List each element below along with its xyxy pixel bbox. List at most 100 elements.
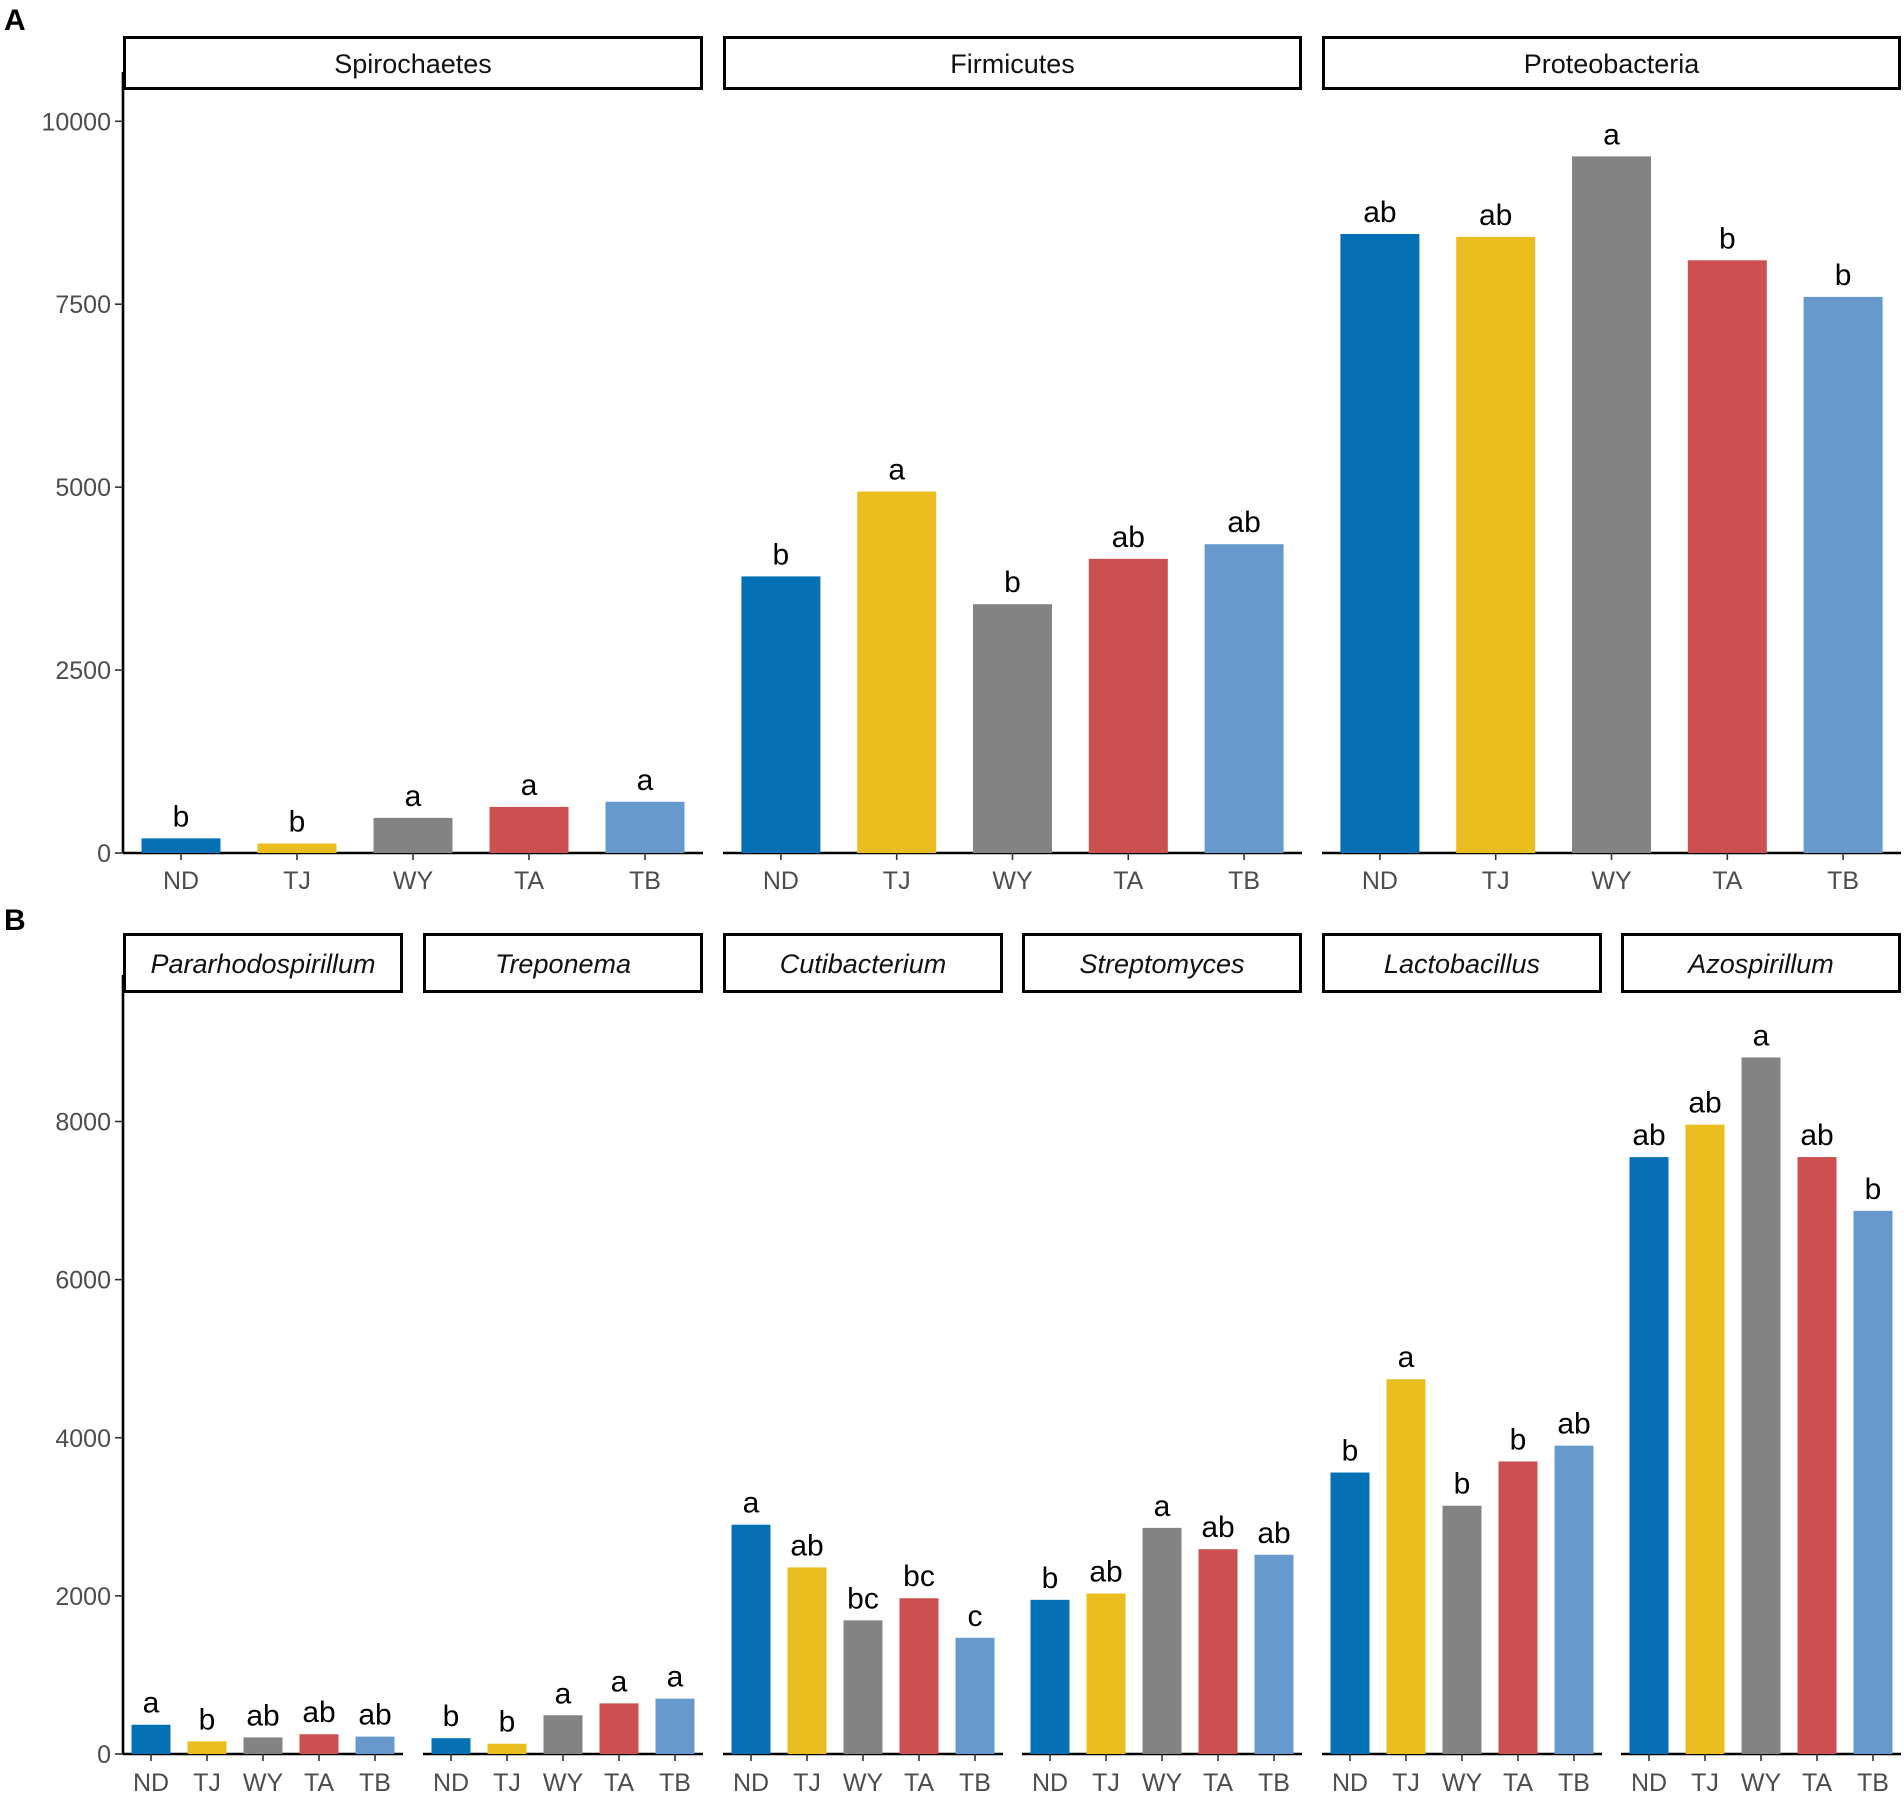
x-tick-label: ND [1362, 867, 1398, 895]
significance-label: ab [1688, 1087, 1721, 1120]
y-tick-label: 0 [97, 840, 111, 868]
x-tick-label: WY [1142, 1769, 1183, 1797]
x-tick-label: TJ [883, 867, 911, 895]
significance-label: a [143, 1687, 160, 1720]
bar-wy [243, 1737, 283, 1754]
bar-nd [731, 1524, 771, 1754]
significance-label: b [443, 1700, 460, 1733]
y-tick-label: 2500 [55, 657, 111, 685]
bar-wy [1741, 1057, 1781, 1754]
x-tick-label: TA [1113, 867, 1143, 895]
facet-title: Pararhodospirillum [150, 949, 375, 979]
x-tick-label: TA [1203, 1769, 1233, 1797]
x-tick-label: TJ [283, 867, 311, 895]
bar-tb [355, 1736, 395, 1754]
x-tick-label: WY [1442, 1769, 1483, 1797]
significance-label: ab [1800, 1119, 1833, 1152]
bar-ta [1797, 1157, 1837, 1754]
facet-title: Lactobacillus [1384, 949, 1540, 979]
x-tick-label: TA [604, 1769, 634, 1797]
bar-tj [1456, 236, 1536, 853]
significance-label: ab [1363, 196, 1396, 229]
bar-ta [1687, 260, 1767, 853]
significance-label: a [667, 1661, 684, 1694]
facet-strip [1322, 36, 1901, 90]
x-tick-label: TA [304, 1769, 334, 1797]
x-tick-label: TA [514, 867, 544, 895]
bar-tj [1386, 1379, 1426, 1754]
bar-ta [489, 806, 569, 853]
significance-label: a [521, 769, 538, 802]
bar-tj [1086, 1593, 1126, 1754]
significance-label: ab [1479, 199, 1512, 232]
bar-tb [955, 1637, 995, 1754]
panel-label-a: A [4, 4, 26, 37]
y-tick-label: 7500 [55, 291, 111, 319]
facet-title: Azospirillum [1686, 949, 1834, 979]
x-tick-label: ND [133, 1769, 169, 1797]
y-tick-label: 2000 [55, 1583, 111, 1611]
bar-tj [257, 843, 337, 853]
significance-label: ab [790, 1529, 823, 1562]
bar-tb [655, 1698, 695, 1754]
bar-tj [1685, 1124, 1725, 1754]
bar-ta [1198, 1549, 1238, 1754]
significance-label: bc [847, 1582, 879, 1615]
facet-title: Firmicutes [950, 49, 1075, 79]
y-tick-label: 4000 [55, 1425, 111, 1453]
facet-title: Treponema [495, 949, 631, 979]
significance-label: b [199, 1703, 216, 1736]
x-tick-label: TJ [1482, 867, 1510, 895]
bar-tb [1803, 296, 1883, 853]
x-tick-label: ND [1332, 1769, 1368, 1797]
bar-wy [843, 1620, 883, 1754]
bar-nd [431, 1738, 471, 1754]
significance-label: c [968, 1600, 983, 1633]
facet-strip [1022, 933, 1302, 993]
x-tick-label: WY [992, 867, 1033, 895]
significance-label: b [1454, 1468, 1471, 1501]
x-tick-label: ND [1631, 1769, 1667, 1797]
facet-title: Proteobacteria [1524, 49, 1701, 79]
bar-ta [599, 1703, 639, 1754]
x-tick-label: TJ [793, 1769, 821, 1797]
significance-label: a [743, 1487, 760, 1520]
significance-label: a [611, 1665, 628, 1698]
x-tick-label: TA [1802, 1769, 1832, 1797]
y-tick-label: 10000 [41, 108, 111, 136]
bar-tb [1853, 1210, 1893, 1754]
bar-nd [131, 1724, 171, 1754]
significance-label: b [1719, 222, 1736, 255]
bar-wy [1442, 1505, 1482, 1754]
significance-label: b [173, 800, 190, 833]
significance-label: ab [1201, 1511, 1234, 1544]
significance-label: ab [1089, 1556, 1122, 1589]
x-tick-label: TA [904, 1769, 934, 1797]
significance-label: ab [358, 1699, 391, 1732]
x-tick-label: WY [393, 867, 434, 895]
bar-tb [1554, 1445, 1594, 1754]
facet-strip [123, 36, 703, 90]
y-tick-label: 6000 [55, 1267, 111, 1295]
significance-label: b [1835, 259, 1852, 292]
x-tick-label: ND [763, 867, 799, 895]
facet-title: Cutibacterium [780, 949, 947, 979]
x-tick-label: TB [1228, 867, 1260, 895]
bar-wy [1142, 1527, 1182, 1754]
x-tick-label: WY [843, 1769, 884, 1797]
x-tick-label: ND [163, 867, 199, 895]
x-tick-label: TA [1712, 867, 1742, 895]
significance-label: b [499, 1706, 516, 1739]
x-tick-label: TB [1558, 1769, 1590, 1797]
facet-strip [1322, 933, 1602, 993]
y-tick-label: 8000 [55, 1109, 111, 1137]
x-tick-label: TB [359, 1769, 391, 1797]
bar-nd [141, 838, 221, 853]
x-tick-label: WY [1591, 867, 1632, 895]
significance-label: a [1154, 1490, 1171, 1523]
x-tick-label: TJ [193, 1769, 221, 1797]
x-tick-label: TB [959, 1769, 991, 1797]
x-tick-label: TA [1503, 1769, 1533, 1797]
significance-label: ab [1112, 521, 1145, 554]
facet-strip [423, 933, 703, 993]
